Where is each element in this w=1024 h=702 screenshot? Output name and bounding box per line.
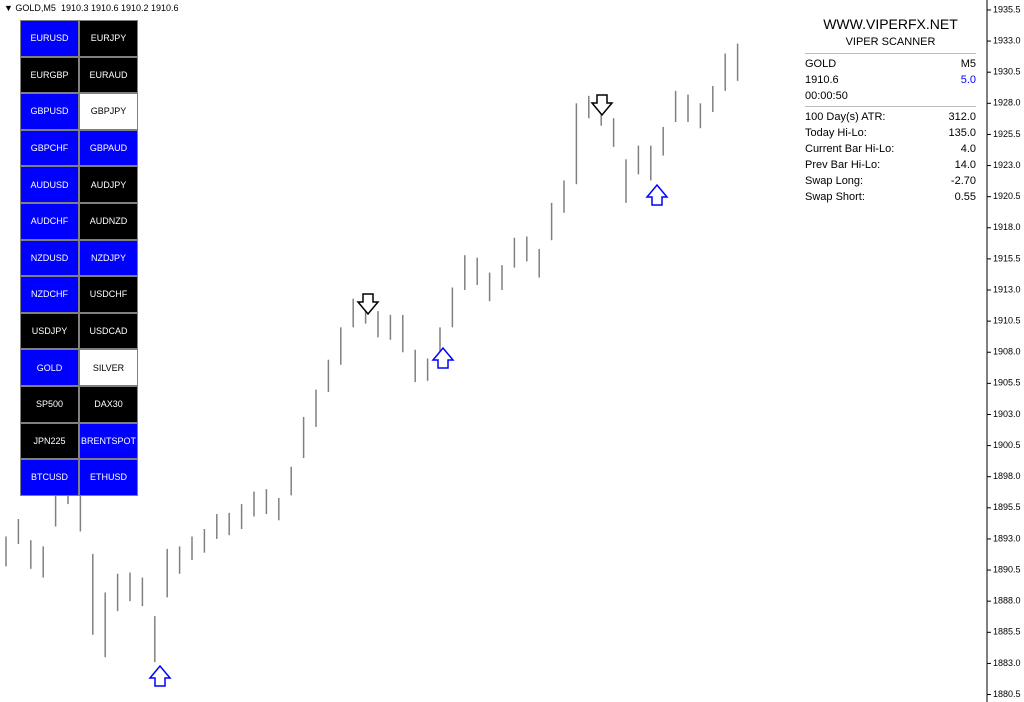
stat-value: 312.0	[948, 111, 976, 123]
symbol-button[interactable]: AUDUSD	[20, 166, 79, 203]
symbol-button[interactable]: USDJPY	[20, 312, 79, 350]
y-tick-label: 1898.0	[993, 471, 1021, 481]
buy-arrow	[148, 664, 172, 687]
symbol-button[interactable]: EURJPY	[79, 20, 138, 57]
stat-value: 4.0	[960, 143, 976, 155]
row: GOLD M5	[805, 56, 976, 72]
y-tick-label: 1935.5	[993, 4, 1021, 14]
stat-value: 135.0	[948, 127, 976, 139]
sell-arrow	[356, 293, 380, 316]
ohlc: 1910.3 1910.6 1910.2 1910.6	[60, 3, 179, 13]
timer: 00:00:50	[805, 90, 848, 102]
y-tick-label: 1925.5	[993, 129, 1021, 139]
stat-row: 100 Day(s) ATR: 312.0	[805, 109, 976, 125]
symbol-button[interactable]: SP500	[20, 385, 79, 423]
row: 00:00:50	[805, 88, 976, 104]
buy-arrow	[431, 346, 455, 369]
separator	[805, 53, 976, 54]
symbol-button[interactable]: SILVER	[79, 349, 138, 386]
spread: 5.0	[960, 74, 976, 86]
signal-arrows	[148, 94, 669, 687]
y-tick-label: 1928.0	[993, 98, 1021, 108]
y-tick-label: 1913.0	[993, 284, 1021, 294]
symbol-button[interactable]: NZDCHF	[20, 276, 79, 313]
price: 1910.6	[805, 74, 839, 86]
symbol-button[interactable]: BTCUSD	[20, 459, 79, 496]
y-tick-label: 1880.5	[993, 689, 1021, 699]
stat-label: Current Bar Hi-Lo:	[805, 143, 895, 155]
symbol-button[interactable]: USDCAD	[79, 312, 138, 350]
info-panel: WWW.VIPERFX.NET VIPER SCANNER GOLD M5 191…	[805, 14, 976, 205]
stat-value: -2.70	[950, 175, 976, 187]
y-tick-label: 1903.0	[993, 409, 1021, 419]
symbol-button[interactable]: AUDNZD	[79, 202, 138, 240]
y-tick-label: 1888.0	[993, 596, 1021, 606]
stat-row: Swap Short: 0.55	[805, 189, 976, 205]
separator	[805, 106, 976, 107]
y-tick-label: 1885.5	[993, 627, 1021, 637]
chart-header: ▼ GOLD,M5 1910.3 1910.6 1910.2 1910.6	[4, 3, 179, 13]
stat-value: 0.55	[954, 191, 976, 203]
y-tick-label: 1918.0	[993, 222, 1021, 232]
y-tick-label: 1893.0	[993, 533, 1021, 543]
symbol-buttons: EURUSD EURJPY EURGBP EURAUD GBPUSD GBPJPY GBPC…	[20, 20, 138, 496]
panel-title: VIPER SCANNER	[845, 36, 936, 48]
y-tick-label: 1915.5	[993, 253, 1021, 263]
stat-label: Today Hi-Lo:	[805, 127, 867, 139]
symbol-button[interactable]: EURAUD	[79, 56, 138, 94]
stat-row: Prev Bar Hi-Lo: 14.0	[805, 157, 976, 173]
symbol-button[interactable]: NZDJPY	[79, 239, 138, 277]
stat-label: Swap Long:	[805, 175, 864, 187]
stats: 100 Day(s) ATR: 312.0 Today Hi-Lo: 135.0 Cur…	[805, 109, 976, 205]
y-tick-label: 1905.5	[993, 378, 1021, 388]
row: 1910.6 5.0	[805, 72, 976, 88]
stat-label: 100 Day(s) ATR:	[805, 111, 886, 123]
y-tick-label: 1930.5	[993, 67, 1021, 77]
y-tick-label: 1883.0	[993, 658, 1021, 668]
site: WWW.VIPERFX.NET	[823, 16, 958, 32]
stat-label: Swap Short:	[805, 191, 865, 203]
buy-arrow	[645, 183, 669, 206]
y-tick-label: 1920.5	[993, 191, 1021, 201]
stat-value: 14.0	[954, 159, 976, 171]
symbol-button[interactable]: AUDCHF	[20, 202, 79, 240]
y-tick-label: 1923.0	[993, 160, 1021, 170]
symbol-button[interactable]: NZDUSD	[20, 239, 79, 277]
symbol-button[interactable]: AUDJPY	[79, 166, 138, 203]
symbol-button[interactable]: GBPAUD	[79, 129, 138, 167]
symbol-button[interactable]: EURUSD	[20, 20, 79, 57]
timeframe: M5	[960, 58, 976, 70]
y-tick-label: 1910.5	[993, 316, 1021, 326]
symbol-button[interactable]: GOLD	[20, 349, 79, 386]
stat-row: Today Hi-Lo: 135.0	[805, 125, 976, 141]
symbol-button[interactable]: GBPJPY	[79, 93, 138, 130]
symbol-button[interactable]: EURGBP	[20, 56, 79, 94]
stat-row: Swap Long: -2.70	[805, 173, 976, 189]
symbol-button[interactable]: BRENTSPOT	[79, 422, 138, 460]
symbol: GOLD	[805, 58, 837, 70]
symbol-button[interactable]: DAX30	[79, 385, 138, 423]
y-tick-label: 1900.5	[993, 440, 1021, 450]
sell-arrow	[590, 94, 614, 117]
symbol-button[interactable]: GBPUSD	[20, 93, 79, 130]
stat-label: Prev Bar Hi-Lo:	[805, 159, 881, 171]
y-tick-label: 1933.0	[993, 35, 1021, 45]
symbol: GOLD,M5	[15, 3, 56, 13]
y-tick-label: 1908.0	[993, 347, 1021, 357]
symbol-button[interactable]: USDCHF	[79, 276, 138, 313]
y-tick-label: 1890.5	[993, 564, 1021, 574]
stat-row: Current Bar Hi-Lo: 4.0	[805, 141, 976, 157]
symbol-button[interactable]: JPN225	[20, 422, 79, 460]
symbol-button[interactable]: GBPCHF	[20, 129, 79, 167]
symbol-button[interactable]: ETHUSD	[79, 459, 138, 496]
y-tick-label: 1895.5	[993, 502, 1021, 512]
